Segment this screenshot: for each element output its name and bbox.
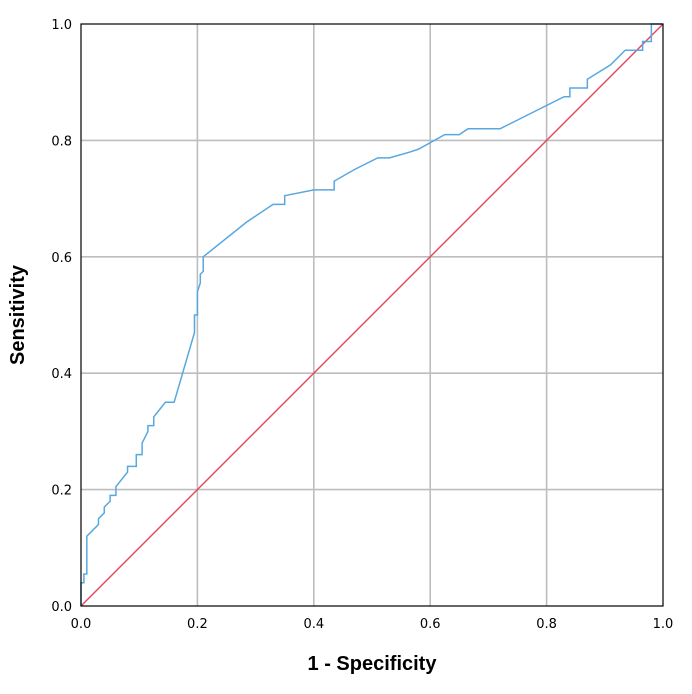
reference-diagonal-line: [80, 23, 664, 607]
x-tick-label: 0.8: [536, 617, 557, 632]
y-tick-label: 0.6: [51, 251, 72, 266]
y-axis-title: Sensitivity: [7, 264, 29, 365]
x-tick-label: 0.0: [71, 617, 92, 632]
y-tick-label: 0.2: [51, 484, 72, 499]
y-tick-label: 0.4: [51, 367, 72, 382]
y-tick-label: 0.8: [51, 134, 72, 149]
series-layer: [80, 23, 664, 607]
grid: [81, 24, 663, 606]
x-tick-label: 1.0: [653, 617, 674, 632]
x-tick-label: 0.4: [303, 617, 324, 632]
x-tick-label: 0.2: [187, 617, 208, 632]
plot-frame: [80, 23, 664, 607]
tick-labels: 0.0 0.2 0.4 0.6 0.8 1.0 0.0 0.2 0.4 0.6 0.8 1.0: [51, 18, 673, 632]
x-axis-title: 1 - Specificity: [308, 653, 438, 675]
y-tick-label: 1.0: [51, 18, 72, 33]
y-tick-label: 0.0: [51, 600, 72, 615]
roc-curve-line: [80, 23, 663, 606]
x-tick-label: 0.6: [420, 617, 441, 632]
